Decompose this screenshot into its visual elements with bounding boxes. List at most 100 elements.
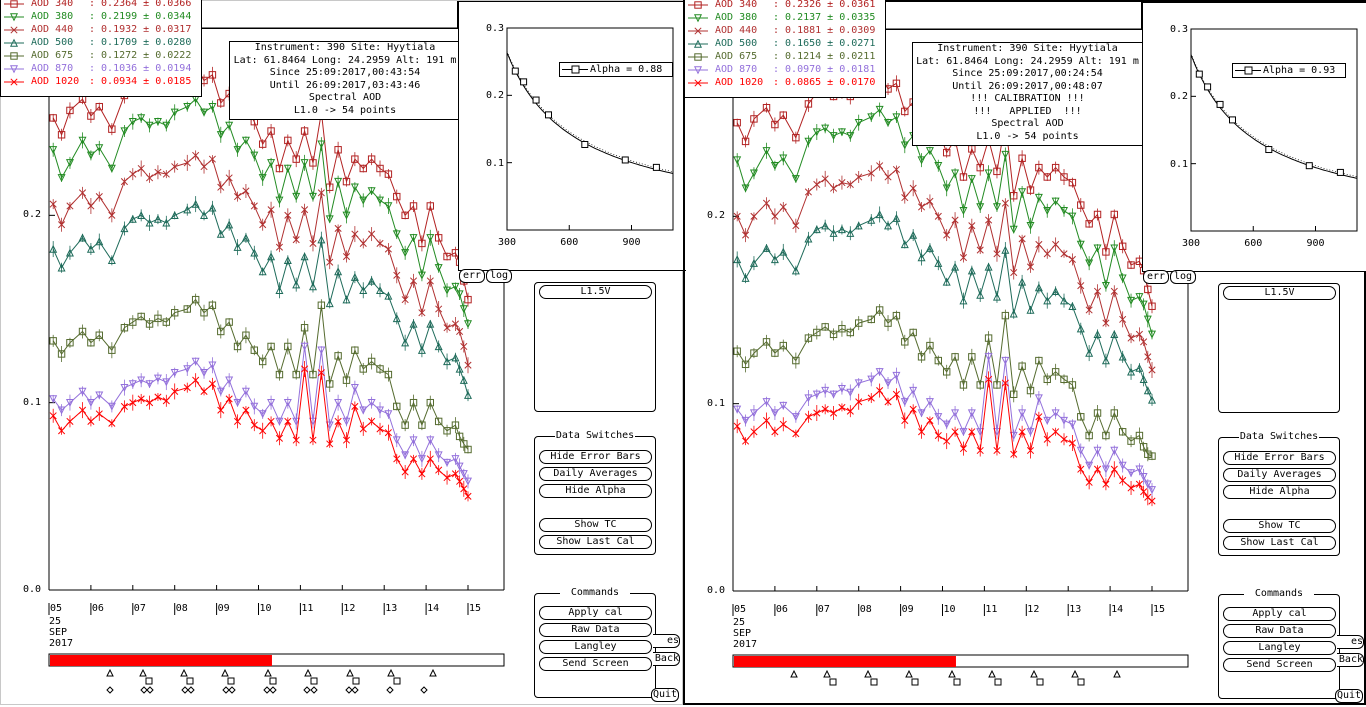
data-point xyxy=(350,272,359,281)
data-point xyxy=(384,202,393,211)
data-point xyxy=(464,445,472,454)
data-point xyxy=(267,206,275,214)
data-point xyxy=(426,277,434,285)
data-point xyxy=(749,258,758,267)
legend-symbol xyxy=(10,0,18,8)
data-point xyxy=(401,211,409,220)
data-point xyxy=(934,258,943,267)
date-label: 2017 xyxy=(49,638,74,649)
day-diamond xyxy=(181,686,189,694)
data-point xyxy=(57,131,66,139)
data-point xyxy=(86,398,95,407)
send-screen-button[interactable]: Send Screen xyxy=(1223,658,1336,672)
show-last-cal-button[interactable]: Show Last Cal xyxy=(539,535,652,549)
data-point xyxy=(284,136,292,145)
data-point xyxy=(326,258,334,266)
legend-label: AOD 870 xyxy=(715,64,758,75)
data-point xyxy=(368,417,376,425)
data-point xyxy=(292,280,301,289)
data-point xyxy=(309,239,317,247)
data-point xyxy=(171,163,179,171)
hide-error-bars-button[interactable]: Hide Error Bars xyxy=(1223,451,1336,465)
data-point xyxy=(1140,338,1148,346)
partial-es-button[interactable]: es xyxy=(653,634,680,648)
data-point xyxy=(1035,356,1043,365)
apply-cal-button[interactable]: Apply cal xyxy=(1223,607,1336,621)
back-button[interactable]: Back xyxy=(1337,653,1364,667)
x-tick-label: 06 xyxy=(775,604,788,615)
data-point xyxy=(1110,446,1119,455)
apply-cal-button[interactable]: Apply cal xyxy=(539,606,652,620)
back-button[interactable]: Back xyxy=(653,652,680,666)
data-point xyxy=(993,250,1001,258)
show-last-cal-button[interactable]: Show Last Cal xyxy=(1223,536,1336,550)
err-button[interactable]: err xyxy=(459,269,485,283)
data-point xyxy=(145,320,154,328)
data-point xyxy=(87,417,95,425)
data-point xyxy=(992,292,1001,301)
info-line: Until 26:09:2017,03:43:46 xyxy=(269,79,421,91)
send-screen-button[interactable]: Send Screen xyxy=(539,657,652,671)
data-point xyxy=(959,253,968,262)
hide-alpha-button[interactable]: Hide Alpha xyxy=(539,484,652,498)
data-point xyxy=(968,353,976,361)
data-point xyxy=(107,402,116,411)
log-button[interactable]: log xyxy=(1170,270,1196,284)
legend-label: AOD 380 xyxy=(31,11,74,22)
langley-button[interactable]: Langley xyxy=(539,640,652,654)
legend-value: : 0.2199 ± 0.0344 xyxy=(89,11,192,22)
data-point xyxy=(145,218,154,227)
data-point xyxy=(984,169,993,178)
day-square xyxy=(393,677,401,685)
data-point xyxy=(892,79,901,88)
series-aod-440 xyxy=(49,150,472,374)
data-point xyxy=(208,361,217,370)
data-point xyxy=(1119,315,1127,323)
data-point xyxy=(208,203,217,212)
daily-averages-button[interactable]: Daily Averages xyxy=(1223,468,1336,482)
show-tc-button[interactable]: Show TC xyxy=(1223,519,1336,533)
data-point xyxy=(846,328,855,337)
level-button[interactable]: L1.5V xyxy=(1223,286,1336,300)
data-point xyxy=(233,398,242,407)
legend-item: AOD 440: 0.1932 ± 0.0317 xyxy=(1,23,201,36)
data-point xyxy=(87,202,95,210)
data-point xyxy=(1018,154,1026,162)
data-point xyxy=(459,470,468,479)
raw-data-button[interactable]: Raw Data xyxy=(1223,624,1336,638)
show-tc-button[interactable]: Show TC xyxy=(539,518,652,532)
data-point xyxy=(376,285,385,294)
data-point xyxy=(108,346,116,354)
inset-point xyxy=(545,111,552,119)
data-point xyxy=(334,224,342,233)
data-point xyxy=(934,162,943,171)
daily-averages-button[interactable]: Daily Averages xyxy=(539,467,652,481)
data-point xyxy=(1010,390,1018,399)
quit-button[interactable]: Quit xyxy=(651,688,679,702)
langley-button[interactable]: Langley xyxy=(1223,641,1336,655)
data-point xyxy=(846,132,855,141)
quit-button[interactable]: Quit xyxy=(1335,689,1363,703)
data-point xyxy=(854,221,863,230)
err-button[interactable]: err xyxy=(1143,270,1169,284)
level-button[interactable]: L1.5V xyxy=(539,285,652,299)
series-aod-380 xyxy=(733,102,1157,340)
hide-error-bars-button[interactable]: Hide Error Bars xyxy=(539,450,652,464)
data-point xyxy=(241,136,250,145)
alpha-label-box: Alpha = 0.88 xyxy=(559,62,673,77)
data-point xyxy=(460,485,468,493)
partial-es-button[interactable]: es xyxy=(1337,635,1364,649)
data-point xyxy=(153,374,162,383)
data-point xyxy=(392,314,401,323)
data-point xyxy=(1068,301,1077,310)
data-point xyxy=(821,405,829,413)
data-point xyxy=(401,296,409,304)
data-point xyxy=(325,421,334,430)
log-button[interactable]: log xyxy=(486,269,512,283)
hide-alpha-button[interactable]: Hide Alpha xyxy=(1223,485,1336,499)
raw-data-button[interactable]: Raw Data xyxy=(539,623,652,637)
data-point xyxy=(162,170,170,178)
data-point xyxy=(418,309,426,317)
data-point xyxy=(78,406,87,414)
data-point xyxy=(821,386,830,395)
